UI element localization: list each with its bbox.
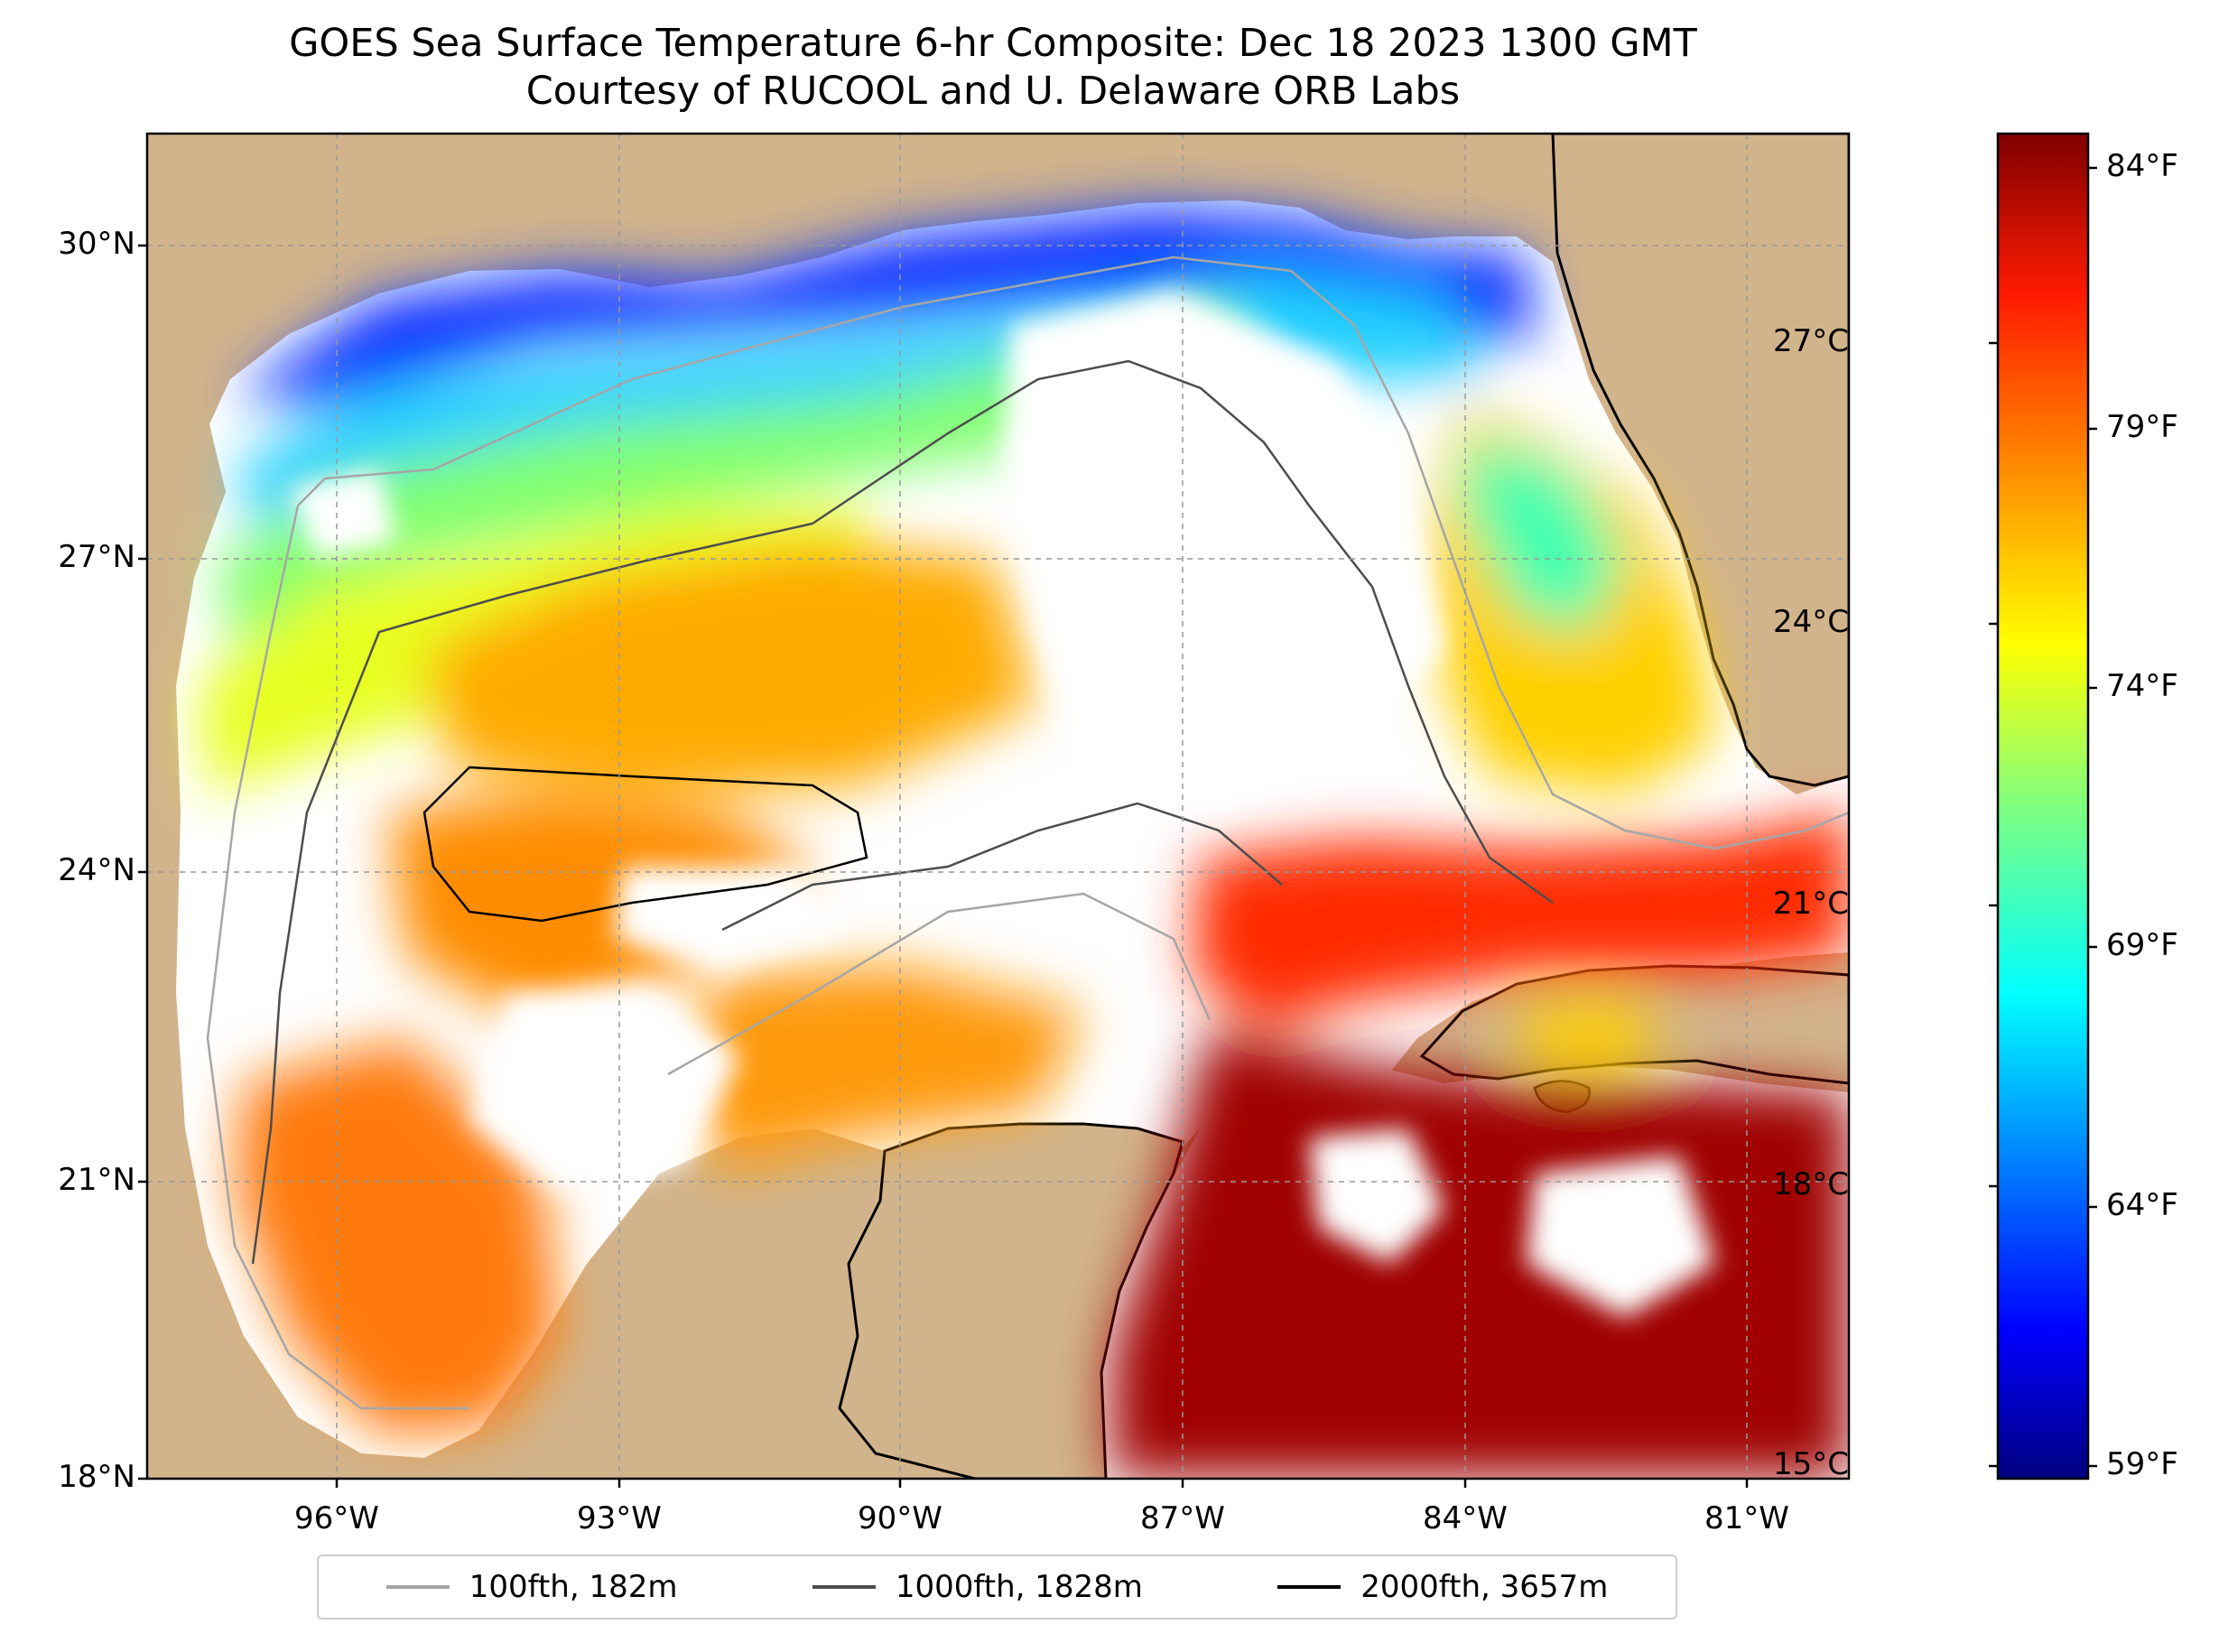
title-line-1: GOES Sea Surface Temperature 6-hr Compos… bbox=[289, 21, 1697, 66]
cb-tick-74f: 74°F bbox=[2106, 668, 2178, 704]
legend-swatch-2000fth bbox=[1277, 1585, 1342, 1589]
contour-1000fth bbox=[251, 359, 1554, 1265]
lon-tick-84w: 84°W bbox=[1423, 1500, 1508, 1536]
cb-tick-69f: 69°F bbox=[2106, 927, 2178, 963]
cb-tick-79f: 79°F bbox=[2106, 409, 2178, 445]
yucatan bbox=[838, 1122, 1184, 1479]
lat-tick-21n: 21°N bbox=[58, 1162, 135, 1198]
axis-ticks bbox=[138, 244, 1749, 1488]
cb-tick-15c: 15°C bbox=[1772, 1446, 1849, 1482]
legend-label-100fth: 100fth, 182m bbox=[469, 1569, 678, 1605]
colorbar-ticks bbox=[1989, 166, 2097, 1468]
cb-tick-24c: 24°C bbox=[1772, 604, 1849, 640]
cb-tick-21c: 21°C bbox=[1772, 886, 1849, 922]
graticule bbox=[147, 134, 1849, 1479]
florida bbox=[1551, 134, 1849, 787]
legend-item-100fth: 100fth, 182m bbox=[385, 1569, 678, 1605]
lat-tick-27n: 27°N bbox=[58, 539, 135, 575]
map-frame bbox=[145, 132, 1851, 1480]
bathymetry-contours bbox=[206, 255, 1849, 1410]
cb-tick-59f: 59°F bbox=[2106, 1446, 2178, 1482]
title-line-2: Courtesy of RUCOOL and U. Delaware ORB L… bbox=[525, 69, 1461, 114]
legend-swatch-1000fth bbox=[812, 1585, 876, 1589]
cb-tick-27c: 27°C bbox=[1772, 323, 1849, 359]
lon-tick-81w: 81°W bbox=[1704, 1500, 1789, 1536]
legend-label-1000fth: 1000fth, 1828m bbox=[895, 1569, 1143, 1605]
lat-tick-24n: 24°N bbox=[58, 852, 135, 888]
lat-tick-18n: 18°N bbox=[58, 1459, 135, 1495]
map-area bbox=[147, 134, 1849, 1479]
legend-label-2000fth: 2000fth, 3657m bbox=[1360, 1569, 1609, 1605]
colorbar bbox=[1996, 132, 2090, 1480]
map-title: GOES Sea Surface Temperature 6-hr Compos… bbox=[0, 20, 1986, 116]
contour-legend: 100fth, 182m 1000fth, 1828m 2000fth, 365… bbox=[317, 1555, 1677, 1620]
cb-tick-64f: 64°F bbox=[2106, 1187, 2178, 1223]
legend-item-2000fth: 2000fth, 3657m bbox=[1277, 1569, 1608, 1605]
lon-tick-90w: 90°W bbox=[858, 1500, 942, 1536]
lat-tick-30n: 30°N bbox=[58, 226, 135, 262]
lon-tick-93w: 93°W bbox=[577, 1500, 662, 1536]
contour-2000fth bbox=[422, 766, 868, 923]
lon-tick-87w: 87°W bbox=[1140, 1500, 1225, 1536]
legend-item-1000fth: 1000fth, 1828m bbox=[812, 1569, 1143, 1605]
no-data-gaps bbox=[289, 289, 1715, 1318]
legend-swatch-100fth bbox=[385, 1585, 450, 1589]
lon-tick-96w: 96°W bbox=[294, 1500, 379, 1536]
cb-tick-18c: 18°C bbox=[1772, 1166, 1849, 1202]
contour-100fth bbox=[297, 255, 1849, 850]
cb-tick-84f: 84°F bbox=[2106, 148, 2178, 184]
